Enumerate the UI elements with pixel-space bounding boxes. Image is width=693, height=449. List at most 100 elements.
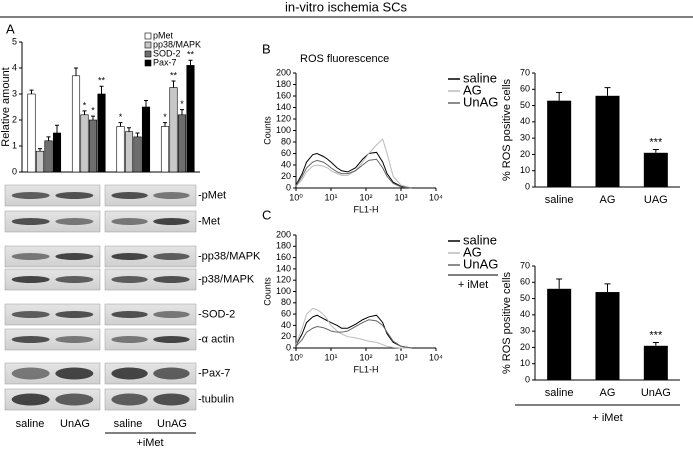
panel-label: C: [262, 207, 271, 222]
bar: [124, 131, 134, 173]
y-tick-label: 0: [286, 342, 291, 352]
x-tick-label: 10²: [359, 352, 372, 362]
blot-label: -α actin: [198, 333, 234, 345]
blot-band: [153, 253, 190, 260]
blot-band: [153, 336, 190, 343]
bar: [52, 132, 62, 173]
legend-label: saline: [463, 232, 497, 247]
legend-swatch: [144, 32, 152, 40]
x-tick-label: saline: [545, 387, 574, 399]
bar: [71, 75, 81, 173]
x-tick-label: 10⁰: [289, 352, 303, 362]
blot-panel: [4, 328, 101, 351]
lane-label: saline: [16, 418, 45, 430]
y-tick-label: 200: [276, 229, 291, 239]
blot-band: [11, 218, 50, 225]
bar: [27, 93, 36, 173]
chart-title: ROS fluorescence: [300, 53, 389, 65]
x-tick-label: UnAG: [641, 387, 671, 399]
blot-band: [55, 336, 94, 343]
blot-band: [111, 253, 148, 260]
panel-label: B: [262, 41, 271, 56]
error-bar: [652, 342, 659, 346]
histogram-line: [295, 314, 412, 349]
error-bar: [135, 132, 140, 137]
blot-label: -tubulin: [198, 393, 234, 405]
y-tick-label: 40: [520, 309, 530, 319]
y-tick-label: 0: [12, 166, 17, 176]
legend-label: pMet: [153, 30, 174, 40]
bar: [595, 95, 620, 187]
blot-band: [55, 192, 94, 199]
y-tick-label: 20: [520, 342, 530, 352]
x-tick-label: 10⁰: [289, 192, 303, 202]
lane-label: UnAG: [157, 418, 187, 430]
blot-panel: [104, 268, 197, 291]
y-tick-label: 0: [525, 181, 530, 191]
y-tick-label: 180: [276, 79, 291, 89]
y-tick-label: 10: [520, 165, 530, 175]
histogram-line: [295, 151, 412, 189]
blot-panel: [4, 245, 101, 268]
legend-swatch: [144, 41, 152, 49]
y-axis-label: Relative amount: [0, 67, 12, 147]
y-tick-label: 40: [281, 159, 291, 169]
legend-label: SOD-2: [153, 48, 181, 58]
blot-band: [111, 393, 148, 406]
legend-swatch: [144, 59, 152, 67]
y-axis-label: Counts: [262, 116, 272, 145]
bar: [186, 65, 195, 173]
histogram-line: [295, 138, 412, 189]
blot-panel: [104, 245, 197, 268]
legend-label: AG: [463, 82, 482, 97]
blot-band: [11, 311, 50, 318]
blot-band: [111, 336, 148, 343]
blot-label: -SOD-2: [198, 308, 235, 320]
y-tick-label: 0: [286, 182, 291, 192]
blot-band: [11, 367, 50, 380]
x-axis-label: FL1-H: [353, 364, 378, 374]
bar: [177, 114, 187, 173]
treatment-label: + iMet: [592, 412, 622, 424]
blot-band: [11, 276, 50, 283]
y-tick-label: 2: [12, 114, 17, 124]
y-tick-label: 140: [276, 102, 291, 112]
blot-panel: [104, 184, 197, 207]
legend-label: Pax-7: [153, 57, 177, 67]
y-tick-label: 160: [276, 90, 291, 100]
y-tick-label: 120: [276, 113, 291, 123]
error-bar: [55, 124, 59, 133]
y-tick-label: 80: [281, 297, 291, 307]
legend-swatch: [144, 50, 152, 58]
blot-band: [55, 218, 94, 225]
blot-band: [11, 393, 50, 406]
y-tick-label: 40: [520, 116, 530, 126]
error-bar: [163, 122, 167, 127]
significance: *: [91, 105, 95, 115]
bar: [80, 114, 89, 173]
y-tick-label: 5: [12, 36, 17, 46]
blot-label: -Met: [198, 215, 220, 227]
x-tick-label: 10³: [394, 192, 407, 202]
y-tick-label: 100: [276, 286, 291, 296]
x-tick-label: UAG: [644, 194, 668, 206]
y-tick-label: 60: [281, 148, 291, 158]
significance: **: [187, 50, 195, 60]
y-tick-label: 50: [520, 293, 530, 303]
panel-label: A: [6, 21, 15, 36]
error-bar: [652, 149, 659, 153]
blot-band: [55, 253, 94, 260]
blot-band: [55, 311, 94, 318]
error-bar: [604, 283, 611, 293]
y-tick-label: 60: [520, 84, 530, 94]
histogram-line: [295, 307, 412, 349]
blot-band: [11, 336, 50, 343]
blot-band: [111, 192, 148, 199]
y-tick-label: 3: [12, 88, 17, 98]
blot-panel: [104, 210, 197, 233]
blot-label: -p38/MAPK: [198, 273, 255, 285]
significance: ***: [649, 136, 663, 148]
error-bar: [82, 110, 87, 115]
bar: [133, 136, 142, 173]
